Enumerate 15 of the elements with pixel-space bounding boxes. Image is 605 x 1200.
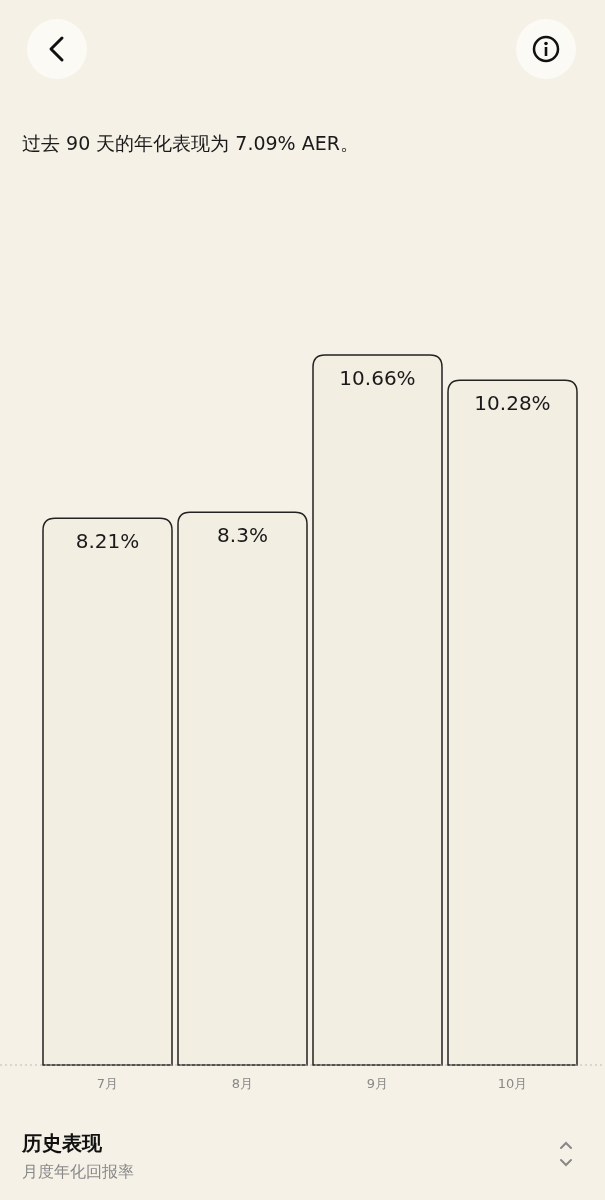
bar (447, 379, 578, 1066)
data-label: 10.28% (474, 391, 551, 416)
bar (42, 517, 173, 1066)
chart-title: 过去 90 天的年化表现为 7.09% AER。 (22, 132, 359, 154)
x-tick-label: 7月 (96, 1076, 119, 1091)
text: 历史表现 (21, 1131, 103, 1155)
bar (312, 354, 443, 1066)
x-tick-label: 8月 (231, 1076, 254, 1091)
text: 月度年化回报率 (22, 1162, 134, 1181)
bar (177, 511, 308, 1066)
x-tick-label: 10月 (497, 1076, 528, 1091)
x-tick-label: 9月 (366, 1076, 389, 1091)
data-label: 8.3% (217, 523, 268, 548)
data-label: 10.66% (339, 366, 416, 390)
data-label: 8.21% (75, 529, 140, 554)
